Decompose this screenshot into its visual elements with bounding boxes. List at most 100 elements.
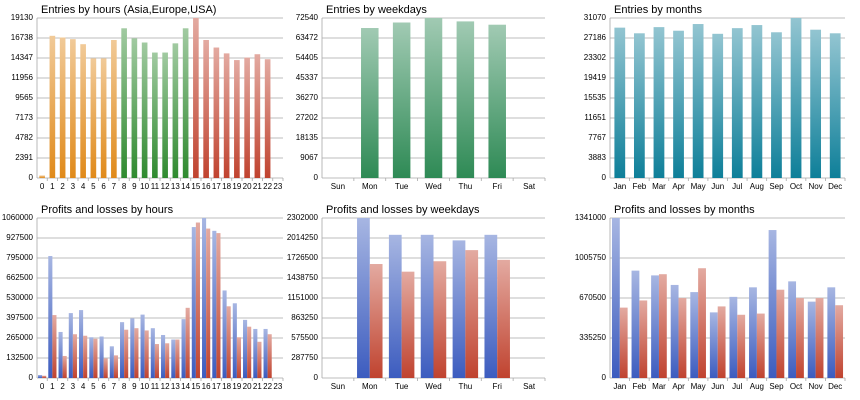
bar (456, 21, 475, 179)
y-tick-label: 132500 (6, 353, 33, 362)
bar (796, 298, 804, 378)
bar (150, 328, 155, 378)
bar (203, 39, 209, 179)
y-tick-label: 0 (314, 373, 319, 382)
x-tick-label: 16 (202, 382, 211, 391)
chart-title: Entries by months (614, 4, 703, 16)
x-tick-label: 19 (232, 182, 241, 191)
x-tick-label: 20 (243, 182, 252, 191)
bar (357, 218, 370, 378)
y-tick-label: 1005750 (575, 253, 607, 262)
x-tick-label: 6 (101, 382, 106, 391)
bar (756, 313, 765, 378)
x-tick-label: Jan (613, 182, 626, 191)
bar (388, 234, 402, 378)
y-tick-label: 397500 (6, 313, 33, 322)
bar (161, 334, 166, 378)
y-tick-label: 9067 (300, 153, 318, 162)
y-tick-label: 36270 (296, 93, 319, 102)
y-tick-label: 11956 (11, 73, 33, 82)
bar (257, 341, 262, 378)
x-tick-label: Sun (331, 182, 345, 191)
bar (113, 355, 118, 378)
bar (222, 290, 227, 378)
x-tick-label: Mon (362, 382, 378, 391)
bar (144, 330, 149, 378)
bar (776, 289, 785, 378)
y-tick-label: 14347 (11, 53, 34, 62)
x-tick-label: Jan (613, 382, 626, 391)
bar (465, 250, 479, 378)
bar (236, 337, 241, 378)
x-tick-label: 17 (212, 382, 221, 391)
bar (134, 328, 139, 378)
y-tick-label: 927500 (6, 233, 33, 242)
y-tick-label: 19419 (584, 73, 607, 82)
bar (212, 230, 217, 378)
bar (267, 334, 272, 378)
x-tick-label: Feb (632, 182, 646, 191)
x-tick-label: Sat (523, 182, 536, 191)
chart-title: Profits and losses by months (614, 204, 755, 216)
x-tick-label: Thu (458, 382, 472, 391)
bar (807, 301, 816, 378)
x-tick-label: 17 (212, 182, 221, 191)
bar (182, 28, 189, 178)
bar (154, 344, 159, 378)
x-tick-label: 18 (222, 382, 231, 391)
bar (191, 227, 196, 378)
bar (653, 27, 665, 179)
bar (263, 328, 268, 378)
y-tick-label: 1151000 (287, 293, 318, 302)
bar (175, 339, 180, 378)
bar (124, 329, 129, 378)
x-tick-label: Sat (523, 382, 536, 391)
x-tick-label: Wed (425, 382, 441, 391)
bar (247, 326, 252, 378)
x-tick-label: Aug (750, 182, 764, 191)
x-tick-label: 11 (151, 382, 160, 391)
x-tick-label: 20 (243, 382, 252, 391)
x-tick-label: 9 (132, 182, 137, 191)
x-tick-label: 21 (253, 182, 262, 191)
y-tick-label: 27202 (296, 113, 319, 122)
x-tick-label: Dec (828, 382, 842, 391)
x-tick-label: 11 (151, 182, 160, 191)
bar (120, 322, 125, 378)
y-tick-label: 662500 (6, 273, 33, 282)
bar (72, 334, 77, 378)
bar (619, 307, 628, 378)
x-tick-label: 14 (181, 382, 190, 391)
bar (827, 287, 836, 378)
bar (690, 292, 699, 378)
x-tick-label: 10 (140, 182, 149, 191)
bar (99, 336, 104, 378)
bar (673, 30, 684, 178)
bar (216, 233, 221, 378)
bar (698, 268, 706, 378)
bar (829, 33, 841, 178)
bar (611, 218, 620, 378)
y-tick-label: 54405 (296, 53, 319, 62)
y-tick-label: 27186 (584, 33, 607, 42)
bar (392, 22, 411, 178)
y-tick-label: 335250 (579, 333, 606, 342)
x-tick-label: 5 (91, 182, 96, 191)
y-tick-label: 2014250 (287, 233, 319, 242)
bar (614, 27, 626, 178)
x-tick-label: 19 (232, 382, 241, 391)
bar (100, 58, 107, 179)
x-tick-label: 21 (253, 382, 262, 391)
bar (768, 230, 777, 378)
bar (232, 303, 237, 378)
x-tick-label: 2 (60, 382, 65, 391)
x-tick-label: 15 (191, 382, 200, 391)
bar (213, 47, 220, 178)
bar (254, 54, 261, 178)
y-tick-label: 0 (29, 173, 34, 182)
chart-title: Profits and losses by hours (41, 204, 174, 216)
x-tick-label: May (691, 382, 706, 391)
bar (361, 28, 379, 178)
bar (709, 312, 718, 378)
bar (223, 53, 230, 179)
